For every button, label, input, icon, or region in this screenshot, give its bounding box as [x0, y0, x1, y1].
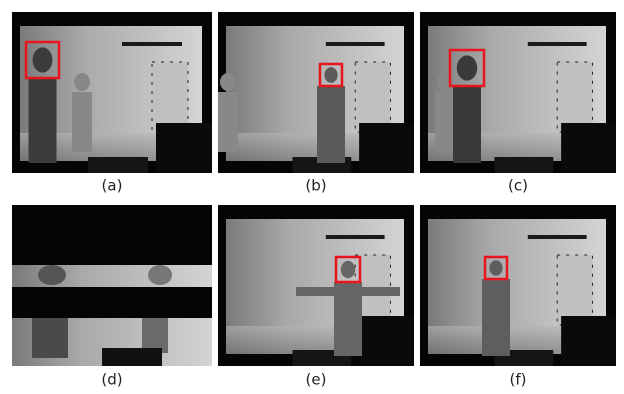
person-body	[482, 279, 510, 356]
person-arms	[296, 287, 400, 296]
panel	[218, 12, 414, 173]
person-body	[453, 86, 481, 163]
cabinet	[355, 62, 390, 132]
ghost-head	[220, 73, 236, 91]
ghost-head	[74, 73, 90, 91]
person-body	[29, 78, 57, 163]
shelf	[122, 42, 182, 46]
shelf	[326, 235, 385, 239]
shelf	[528, 42, 587, 46]
floor-object	[102, 348, 162, 366]
dark-object	[359, 123, 414, 173]
shelf	[326, 42, 385, 46]
cabinet	[557, 255, 592, 325]
panel	[420, 12, 616, 173]
cabinet	[152, 62, 188, 132]
panel	[12, 205, 212, 366]
dark-object	[494, 157, 553, 173]
shelf	[528, 235, 587, 239]
panel	[420, 205, 616, 366]
panel-label: (d)	[101, 371, 122, 389]
panel-label: (a)	[102, 177, 123, 195]
dark-object	[359, 316, 414, 366]
person-part	[32, 318, 68, 358]
panel-label: (e)	[306, 371, 327, 389]
ghost-body	[435, 92, 455, 152]
person-head	[33, 47, 53, 72]
dark-object	[156, 123, 212, 173]
person-part	[148, 265, 172, 285]
person-head	[324, 67, 337, 82]
person-body	[317, 86, 345, 163]
person-head	[489, 260, 502, 275]
person-part	[142, 318, 168, 353]
figure: (a) (b) (c) (d) (e) (f)	[0, 0, 624, 394]
person-head	[341, 261, 355, 279]
panel-label: (c)	[508, 177, 528, 195]
dark-object	[561, 316, 616, 366]
dark-object	[88, 157, 148, 173]
panel	[12, 12, 212, 173]
cabinet	[557, 62, 592, 132]
person-head	[457, 55, 477, 80]
panel-label: (f)	[510, 371, 527, 389]
panel-label: (b)	[305, 177, 326, 195]
dark-object	[561, 123, 616, 173]
ghost-body	[72, 92, 92, 152]
person-part	[38, 265, 66, 285]
ghost-body	[218, 92, 238, 152]
panel	[218, 205, 414, 366]
